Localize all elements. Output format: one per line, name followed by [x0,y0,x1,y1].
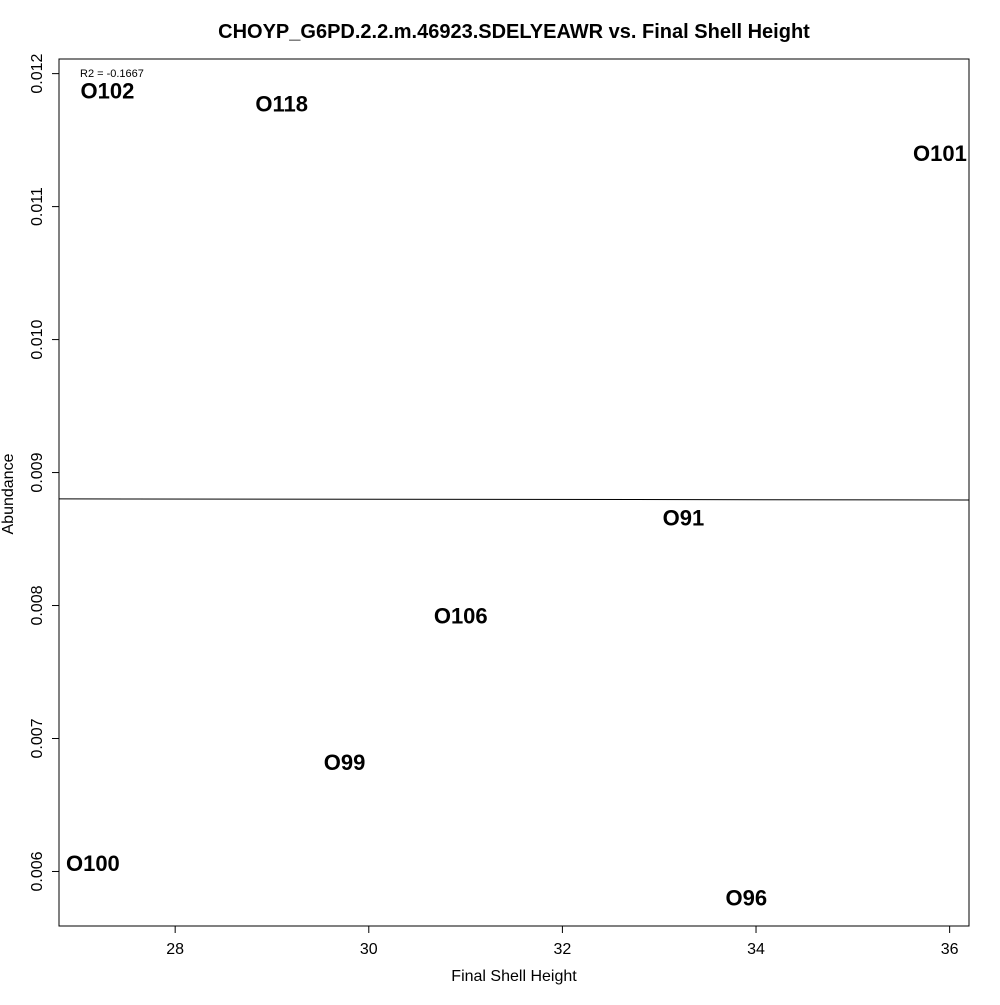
point-label-o99: O99 [324,750,366,775]
chart-title: CHOYP_G6PD.2.2.m.46923.SDELYEAWR vs. Fin… [218,21,810,43]
point-label-o106: O106 [434,604,488,629]
x-tick-label: 28 [166,941,184,958]
y-tick-label: 0.009 [29,452,46,492]
x-axis-label: Final Shell Height [451,968,577,985]
y-tick-label: 0.010 [29,319,46,359]
regression-line-group [58,498,970,501]
r2-annotation: R2 = -0.1667 [80,68,144,80]
y-axis: 0.006 0.007 0.008 0.009 0.010 0.011 0.012 [29,54,59,892]
x-tick-label: 34 [747,941,765,958]
y-axis-label: Abundance [0,453,17,534]
point-label-o102: O102 [80,78,134,103]
x-tick-label: 32 [554,941,572,958]
point-label-o100: O100 [66,851,120,876]
point-label-o91: O91 [663,505,705,530]
point-label-o118: O118 [255,92,308,117]
point-label-o101: O101 [913,141,967,166]
y-tick-label: 0.011 [29,187,46,226]
y-tick-label: 0.006 [29,851,46,891]
point-labels: O102 O118 O101 O91 O106 O99 O100 O96 [66,78,967,910]
y-tick-label: 0.012 [29,54,46,94]
x-axis: 28 30 32 34 36 [166,926,959,958]
regression-line [58,498,970,501]
point-label-o96: O96 [726,886,768,911]
plot-frame [58,58,970,927]
x-tick-label: 36 [941,941,959,958]
y-tick-label: 0.007 [29,718,46,758]
x-tick-label: 30 [360,941,378,958]
y-tick-label: 0.008 [29,585,46,625]
